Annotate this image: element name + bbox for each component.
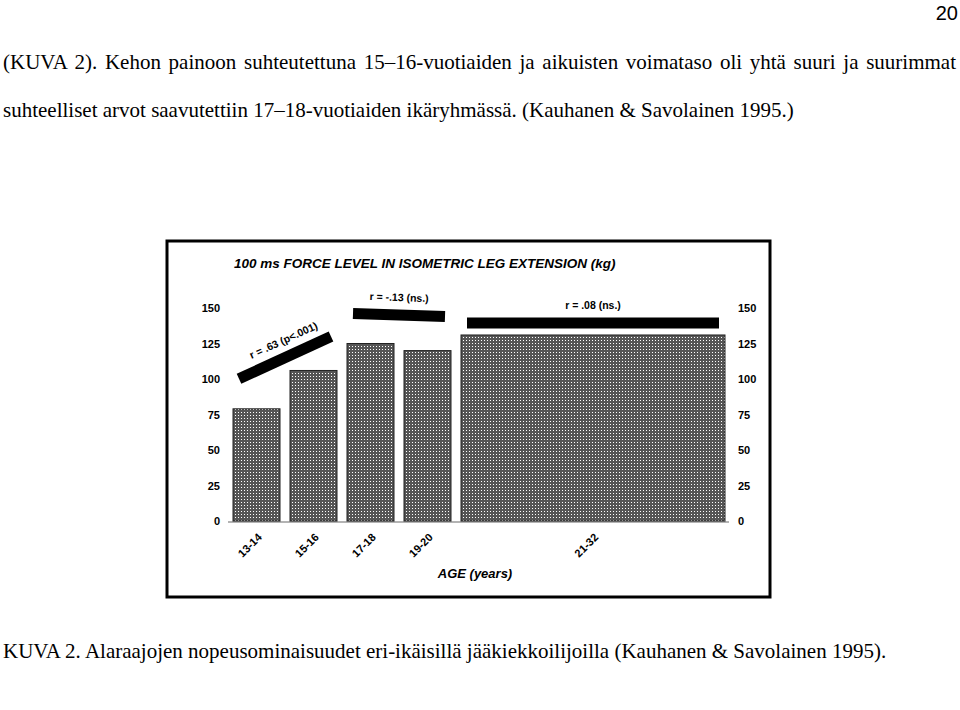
- bar: [347, 344, 394, 522]
- y-tick-label: 50: [208, 444, 220, 456]
- correlation-band: [353, 314, 445, 317]
- y-tick: [226, 414, 227, 415]
- y-tick-label: 125: [202, 338, 220, 350]
- x-tick-label: 19-20: [407, 531, 435, 559]
- annotation: r = -.13 (ns.): [369, 290, 429, 304]
- y-tick-label-right: 150: [738, 302, 756, 314]
- y-tick: [226, 521, 227, 522]
- y-tick: [226, 343, 227, 344]
- y-tick-label-right: 0: [738, 515, 744, 527]
- bar: [233, 409, 280, 521]
- y-tick: [226, 485, 227, 486]
- bar: [404, 351, 451, 521]
- bar: [461, 335, 725, 521]
- chart-title: 100 ms FORCE LEVEL IN ISOMETRIC LEG EXTE…: [234, 256, 616, 271]
- y-tick-label-right: 50: [738, 444, 750, 456]
- y-tick-label: 0: [214, 515, 220, 527]
- baseline: [228, 522, 729, 523]
- y-tick-label: 75: [208, 409, 220, 421]
- y-tick-label: 100: [202, 373, 220, 385]
- x-axis-label: AGE (years): [437, 566, 512, 581]
- y-tick: [226, 379, 227, 380]
- caption: KUVA 2. Alaraajojen nopeusominaisuudet e…: [3, 630, 956, 673]
- y-tick: [226, 450, 227, 451]
- x-tick-label: 17-18: [350, 531, 378, 559]
- annotation: r = .63 (p<.001): [247, 319, 319, 361]
- chart: 100 ms FORCE LEVEL IN ISOMETRIC LEG EXTE…: [0, 0, 960, 710]
- bar: [290, 370, 337, 521]
- chart-frame: [167, 241, 770, 597]
- x-tick-label: 15-16: [293, 531, 321, 559]
- x-tick-label: 21-32: [572, 531, 600, 559]
- x-tick-label: 13-14: [236, 530, 265, 559]
- annotation: r = .08 (ns.): [565, 299, 621, 311]
- correlation-band: [467, 317, 719, 328]
- y-tick: [226, 308, 227, 309]
- y-tick-label-right: 125: [738, 338, 756, 350]
- paragraph: (KUVA 2). Kehon painoon suhteutettuna 15…: [3, 38, 956, 134]
- y-tick-label: 150: [202, 302, 220, 314]
- y-tick-label-right: 100: [738, 373, 756, 385]
- y-tick-label: 25: [208, 480, 220, 492]
- y-tick-label-right: 25: [738, 480, 750, 492]
- page-number: 20: [936, 2, 958, 25]
- y-tick-label-right: 75: [738, 409, 750, 421]
